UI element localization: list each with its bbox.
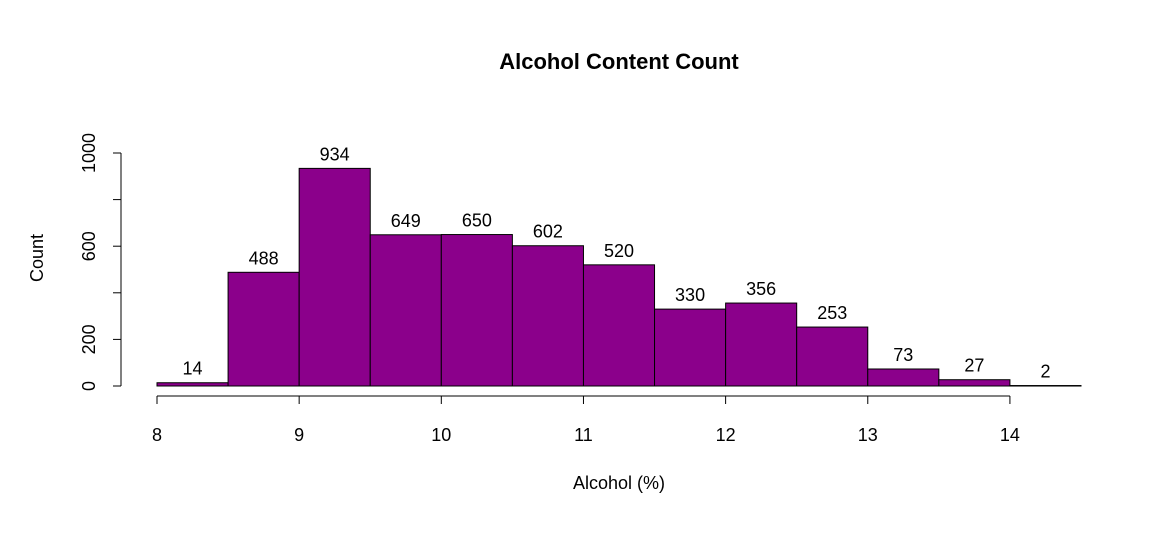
histogram-bar bbox=[369, 234, 442, 387]
histogram-bar bbox=[298, 167, 371, 387]
histogram-bar bbox=[440, 234, 513, 387]
bar-value-label: 2 bbox=[1040, 362, 1050, 382]
bar-value-label: 27 bbox=[964, 356, 984, 376]
y-axis-label: Count bbox=[27, 234, 47, 282]
y-tick-label: 200 bbox=[79, 324, 99, 354]
bar-value-label: 488 bbox=[249, 248, 279, 268]
bar-value-label: 253 bbox=[817, 303, 847, 323]
bar-value-label: 73 bbox=[893, 345, 913, 365]
x-tick-label: 13 bbox=[858, 425, 878, 445]
x-tick-label: 11 bbox=[574, 425, 593, 445]
bar-value-label: 649 bbox=[391, 211, 421, 231]
bars-group bbox=[156, 167, 1082, 387]
bar-value-label: 356 bbox=[746, 279, 776, 299]
x-axis: 8 9 10 11 12 13 14 bbox=[152, 395, 1020, 445]
x-tick-label: 9 bbox=[294, 425, 304, 445]
y-axis: 0 200 600 1000 bbox=[79, 133, 122, 391]
data-labels-group: 14 488 934 649 650 602 520 330 356 253 73 27 2 bbox=[183, 144, 1051, 381]
histogram-bar bbox=[938, 379, 1011, 387]
x-axis-label: Alcohol (%) bbox=[573, 473, 665, 493]
x-tick-label: 10 bbox=[431, 425, 451, 445]
x-tick-label: 14 bbox=[1000, 425, 1020, 445]
histogram-bar bbox=[511, 245, 584, 387]
bar-value-label: 520 bbox=[604, 241, 634, 261]
histogram-bar bbox=[867, 368, 940, 387]
histogram-bar bbox=[582, 264, 656, 387]
histogram-bar bbox=[654, 308, 727, 387]
chart-title: Alcohol Content Count bbox=[499, 49, 739, 74]
x-tick-label: 12 bbox=[716, 425, 736, 445]
bar-value-label: 602 bbox=[533, 222, 563, 242]
bar-value-label: 650 bbox=[462, 211, 492, 231]
y-tick-label: 600 bbox=[79, 231, 99, 261]
bar-value-label: 14 bbox=[183, 359, 203, 379]
bar-value-label: 934 bbox=[320, 144, 350, 164]
bar-value-label: 330 bbox=[675, 285, 705, 305]
y-tick-label: 0 bbox=[79, 381, 99, 391]
histogram-bar bbox=[227, 271, 300, 387]
x-tick-label: 8 bbox=[152, 425, 162, 445]
histogram-bar bbox=[796, 326, 869, 387]
histogram-bar bbox=[725, 302, 798, 387]
y-tick-label: 1000 bbox=[79, 133, 99, 173]
